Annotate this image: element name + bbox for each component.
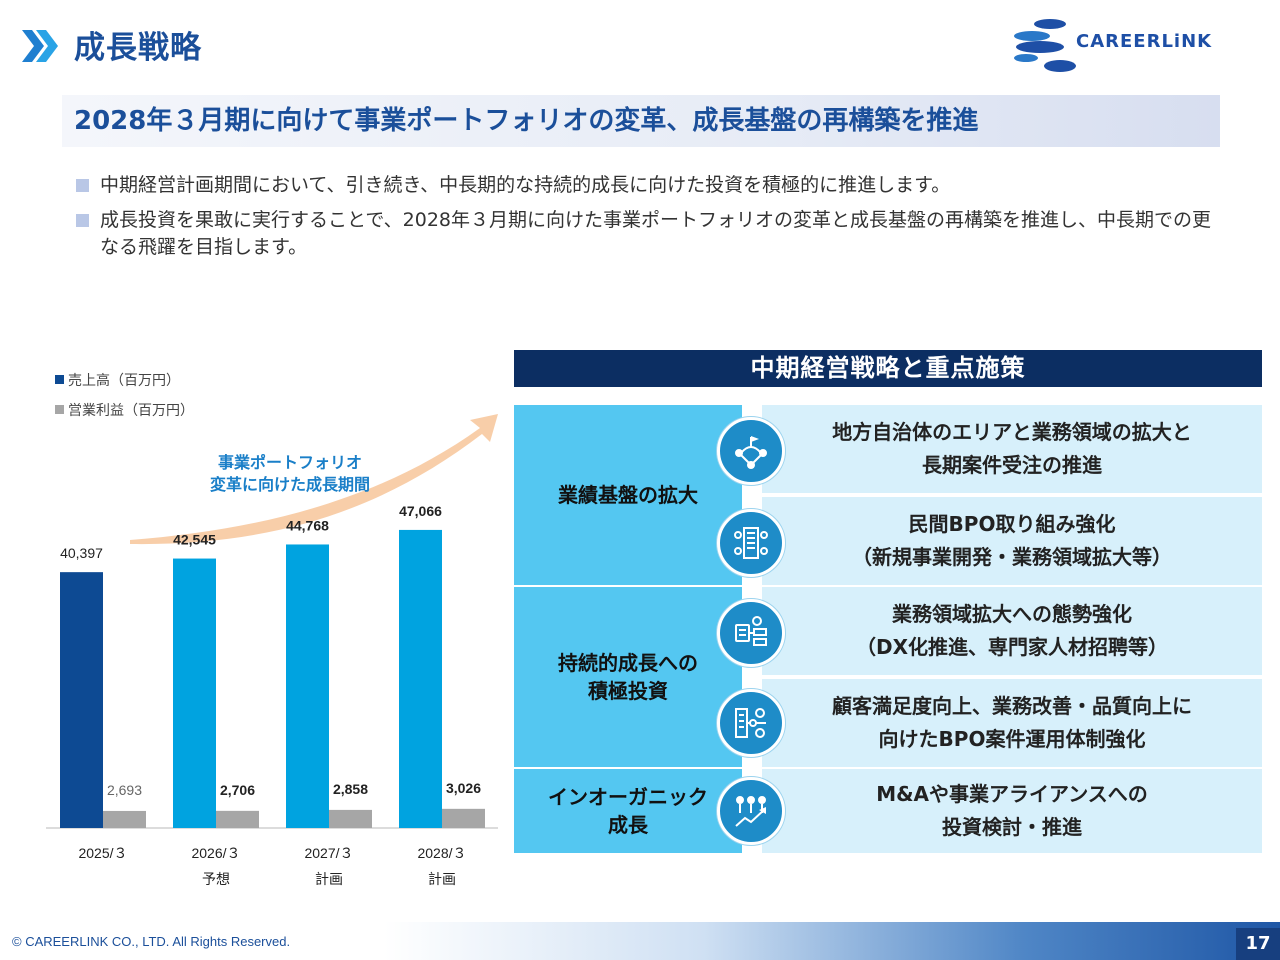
sales-bar xyxy=(399,529,442,828)
x-tick-label: 2026/３ xyxy=(191,845,240,861)
sales-bar xyxy=(60,572,103,828)
strategy-item: 地方自治体のエリアと業務領域の拡大と 長期案件受注の推進 xyxy=(762,405,1262,493)
x-tick-label: 2025/３ xyxy=(78,845,127,861)
copyright-text: © CAREERLINK CO., LTD. All Rights Reserv… xyxy=(12,934,291,949)
strategy-item: 顧客満足度向上、業務改善・品質向上に 向けたBPO案件運用体制強化 xyxy=(762,679,1262,767)
customer-operations-icon xyxy=(717,689,785,757)
legend-label: 営業利益（百万円） xyxy=(68,403,194,419)
growth-arrow-label: 変革に向けた成長期間 xyxy=(210,475,370,494)
footer-bar xyxy=(0,922,1280,960)
bullet-item: 中期経営計画期間において、引き続き、中長期的な持続的成長に向けた投資を積極的に推… xyxy=(74,172,1234,199)
sales-bar xyxy=(173,558,216,828)
strategy-item: 業務領域拡大への態勢強化 （DX化推進、専門家人材招聘等） xyxy=(762,587,1262,675)
chevron-right-icon xyxy=(22,30,58,62)
page-title: 成長戦略 xyxy=(74,30,202,66)
profit-bar xyxy=(442,808,485,828)
x-tick-sublabel: 計画 xyxy=(315,872,343,888)
bullet-list: 中期経営計画期間において、引き続き、中長期的な持続的成長に向けた投資を積極的に推… xyxy=(74,172,1234,269)
profit-bar xyxy=(216,810,259,828)
profit-value-label: 2,706 xyxy=(220,782,255,798)
strategy-item: 民間BPO取り組み強化 （新規事業開発・業務領域拡大等） xyxy=(762,497,1262,585)
category-sustainable-investment: 持続的成長への 積極投資 xyxy=(514,587,742,767)
x-tick-sublabel: 予想 xyxy=(202,872,230,888)
profit-value-label: 2,693 xyxy=(107,782,142,798)
x-tick-label: 2027/３ xyxy=(304,845,353,861)
sales-value-label: 47,066 xyxy=(399,503,442,519)
growth-arrow xyxy=(130,414,498,545)
headline-text: 2028年３月期に向けて事業ポートフォリオの変革、成長基盤の再構築を推進 xyxy=(74,106,979,136)
logo-mark-icon xyxy=(1014,19,1076,72)
network-flow-icon xyxy=(717,417,785,485)
profit-bar xyxy=(103,810,146,828)
sales-value-label: 42,545 xyxy=(173,532,216,548)
profit-bar xyxy=(329,809,372,828)
legend-swatch xyxy=(55,405,64,414)
logo-text: CAREERLiNK xyxy=(1076,31,1213,52)
legend-item-sales: 売上高（百万円） xyxy=(55,372,180,390)
x-tick-label: 2028/３ xyxy=(417,845,466,861)
legend-label: 売上高（百万円） xyxy=(68,373,180,389)
digital-transformation-icon xyxy=(717,599,785,667)
strategy-item: M&Aや事業アライアンスへの 投資検討・推進 xyxy=(762,769,1262,853)
sales-value-label: 44,768 xyxy=(286,517,329,533)
company-logo: CAREERLiNK xyxy=(1012,14,1222,80)
legend-item-profit: 営業利益（百万円） xyxy=(55,402,194,420)
growth-arrow-label: 事業ポートフォリオ xyxy=(218,453,362,472)
office-building-icon xyxy=(717,509,785,577)
bullet-square-icon xyxy=(76,214,89,227)
team-growth-icon xyxy=(717,777,785,845)
sales-value-label: 40,397 xyxy=(60,545,103,561)
category-inorganic-growth: インオーガニック 成長 xyxy=(514,769,742,853)
bullet-square-icon xyxy=(76,179,89,192)
x-tick-sublabel: 計画 xyxy=(428,872,456,888)
bullet-text: 中期経営計画期間において、引き続き、中長期的な持続的成長に向けた投資を積極的に推… xyxy=(100,174,951,196)
panel-title: 中期経営戦略と重点施策 xyxy=(514,350,1262,387)
bullet-text: 成長投資を果敢に実行することで、2028年３月期に向けた事業ポートフォリオの変革… xyxy=(100,209,1212,258)
profit-value-label: 2,858 xyxy=(333,781,368,797)
legend-swatch xyxy=(55,375,64,384)
bullet-item: 成長投資を果敢に実行することで、2028年３月期に向けた事業ポートフォリオの変革… xyxy=(74,207,1220,261)
headline-banner: 2028年３月期に向けて事業ポートフォリオの変革、成長基盤の再構築を推進 xyxy=(62,95,1220,147)
page-number: 17 xyxy=(1236,928,1280,960)
profit-value-label: 3,026 xyxy=(446,780,481,796)
sales-bar xyxy=(286,544,329,828)
category-performance-base: 業績基盤の拡大 xyxy=(514,405,742,585)
